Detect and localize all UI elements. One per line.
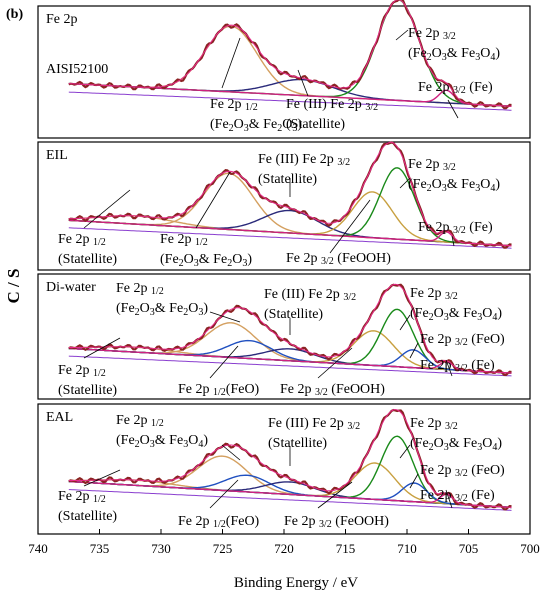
peak-annotation: Fe 2p 3/2 (Fe): [420, 488, 495, 504]
x-tick-label: 710: [397, 541, 417, 556]
baseline-line: [68, 355, 512, 377]
leader-line: [221, 444, 241, 461]
peak-annotation: Fe 2p 1/2 (Fe2O3& Fe2O3): [116, 281, 208, 318]
baseline-line: [68, 91, 512, 111]
peak-annotation: Fe 2p 3/2 (Fe2O3& Fe3O4): [410, 286, 502, 323]
peak-annotation: Fe (III) Fe 2p 3/2 (Statellite): [268, 416, 360, 451]
leader-line: [209, 311, 241, 323]
panel-name: Di-water: [46, 280, 96, 295]
peak-annotation: Fe (III) Fe 2p 3/2 (Statellite): [286, 97, 378, 132]
leader-line: [329, 199, 371, 254]
leader-line: [317, 481, 353, 509]
leader-line: [447, 99, 459, 119]
peak-annotation: Fe 2p 1/2(FeO): [178, 382, 260, 398]
peak-annotation: Fe (III) Fe 2p 3/2 (Statellite): [258, 152, 350, 187]
peak-annotation: Fe 2p 1/2(FeO): [178, 514, 260, 530]
x-tick-label: 715: [336, 541, 356, 556]
leader-line: [317, 347, 353, 379]
leader-line: [209, 479, 239, 509]
x-tick-label: 740: [28, 541, 48, 556]
panel-subtitle: AISI52100: [46, 62, 108, 77]
envelope-line: [68, 141, 512, 247]
baseline-line: [68, 227, 512, 249]
panel-frame: [37, 5, 531, 139]
peak-annotation: Fe 2p 1/2 (Fe2O3& Fe2O3): [160, 232, 252, 269]
peak-annotation: Fe 2p 3/2 (FeOOH): [286, 251, 391, 267]
leader-line: [83, 337, 121, 359]
envelope-line: [68, 283, 512, 374]
peak-annotation: Fe 2p 3/2 (Fe): [420, 358, 495, 374]
leader-line: [451, 235, 455, 247]
panel-name: EIL: [46, 148, 68, 163]
peak-annotation: Fe 2p 1/2 (Statellite): [58, 489, 117, 524]
x-axis-title: Binding Energy / eV: [234, 575, 358, 591]
leader-line: [399, 444, 411, 459]
leader-line: [399, 177, 411, 189]
peak-annotation: Fe 2p 3/2 (Fe2O3& Fe3O4): [408, 157, 500, 194]
component-peak: [68, 347, 512, 374]
leader-line: [409, 473, 419, 489]
leader-line: [445, 359, 453, 377]
x-tick-label: 730: [151, 541, 171, 556]
peak-annotation: Fe 2p 3/2 (FeO): [420, 332, 505, 348]
x-tick-label: 720: [274, 541, 294, 556]
leader-line: [297, 69, 309, 97]
peak-annotation: Fe 2p 3/2 (FeOOH): [280, 382, 385, 398]
peak-annotation: Fe 2p 3/2 (Fe2O3& Fe3O4): [408, 26, 500, 63]
component-peak: [68, 480, 512, 509]
component-peak: [68, 219, 512, 247]
panel-frame: [37, 273, 531, 400]
baseline-line: [68, 489, 512, 511]
leader-line: [209, 345, 239, 379]
x-tick-label: 735: [90, 541, 110, 556]
panel-frame: [37, 141, 531, 271]
peak-annotation: Fe (III) Fe 2p 3/2 (Statellite): [264, 287, 356, 322]
x-tick-label: 705: [459, 541, 479, 556]
peak-annotation: Fe 2p 3/2 (FeOOH): [284, 514, 389, 530]
leader-line: [395, 29, 409, 41]
leader-line: [195, 171, 231, 229]
peak-annotation: Fe 2p 1/2 (Statellite): [58, 232, 117, 267]
leader-line: [399, 314, 411, 331]
peak-annotation: Fe 2p 1/2 (Statellite): [58, 363, 117, 398]
x-tick-label: 725: [213, 541, 233, 556]
leader-line: [221, 37, 241, 89]
y-axis-title: C / S: [4, 269, 23, 304]
panel-name: Fe 2p: [46, 12, 78, 27]
peak-annotation: Fe 2p 1/2 (Fe2O3& Fe3O4): [116, 413, 208, 450]
figure-label: (b): [6, 7, 23, 22]
peak-annotation: Fe 2p 3/2 (FeO): [420, 463, 505, 479]
peak-annotation: Fe 2p 3/2 (Fe): [418, 80, 493, 96]
leader-line: [445, 489, 453, 509]
envelope-line: [68, 0, 512, 107]
x-tick-label: 700: [520, 541, 540, 556]
leader-line: [409, 342, 419, 359]
leader-line: [83, 189, 131, 229]
envelope-line: [68, 408, 512, 508]
peak-annotation: Fe 2p 3/2 (Fe): [418, 220, 493, 236]
leader-line: [83, 469, 121, 487]
panel-name: EAL: [46, 410, 73, 425]
peak-annotation: Fe 2p 1/2 (Fe2O3& Fe2O3): [210, 97, 302, 134]
peak-annotation: Fe 2p 3/2 (Fe2O3& Fe3O4): [410, 416, 502, 453]
